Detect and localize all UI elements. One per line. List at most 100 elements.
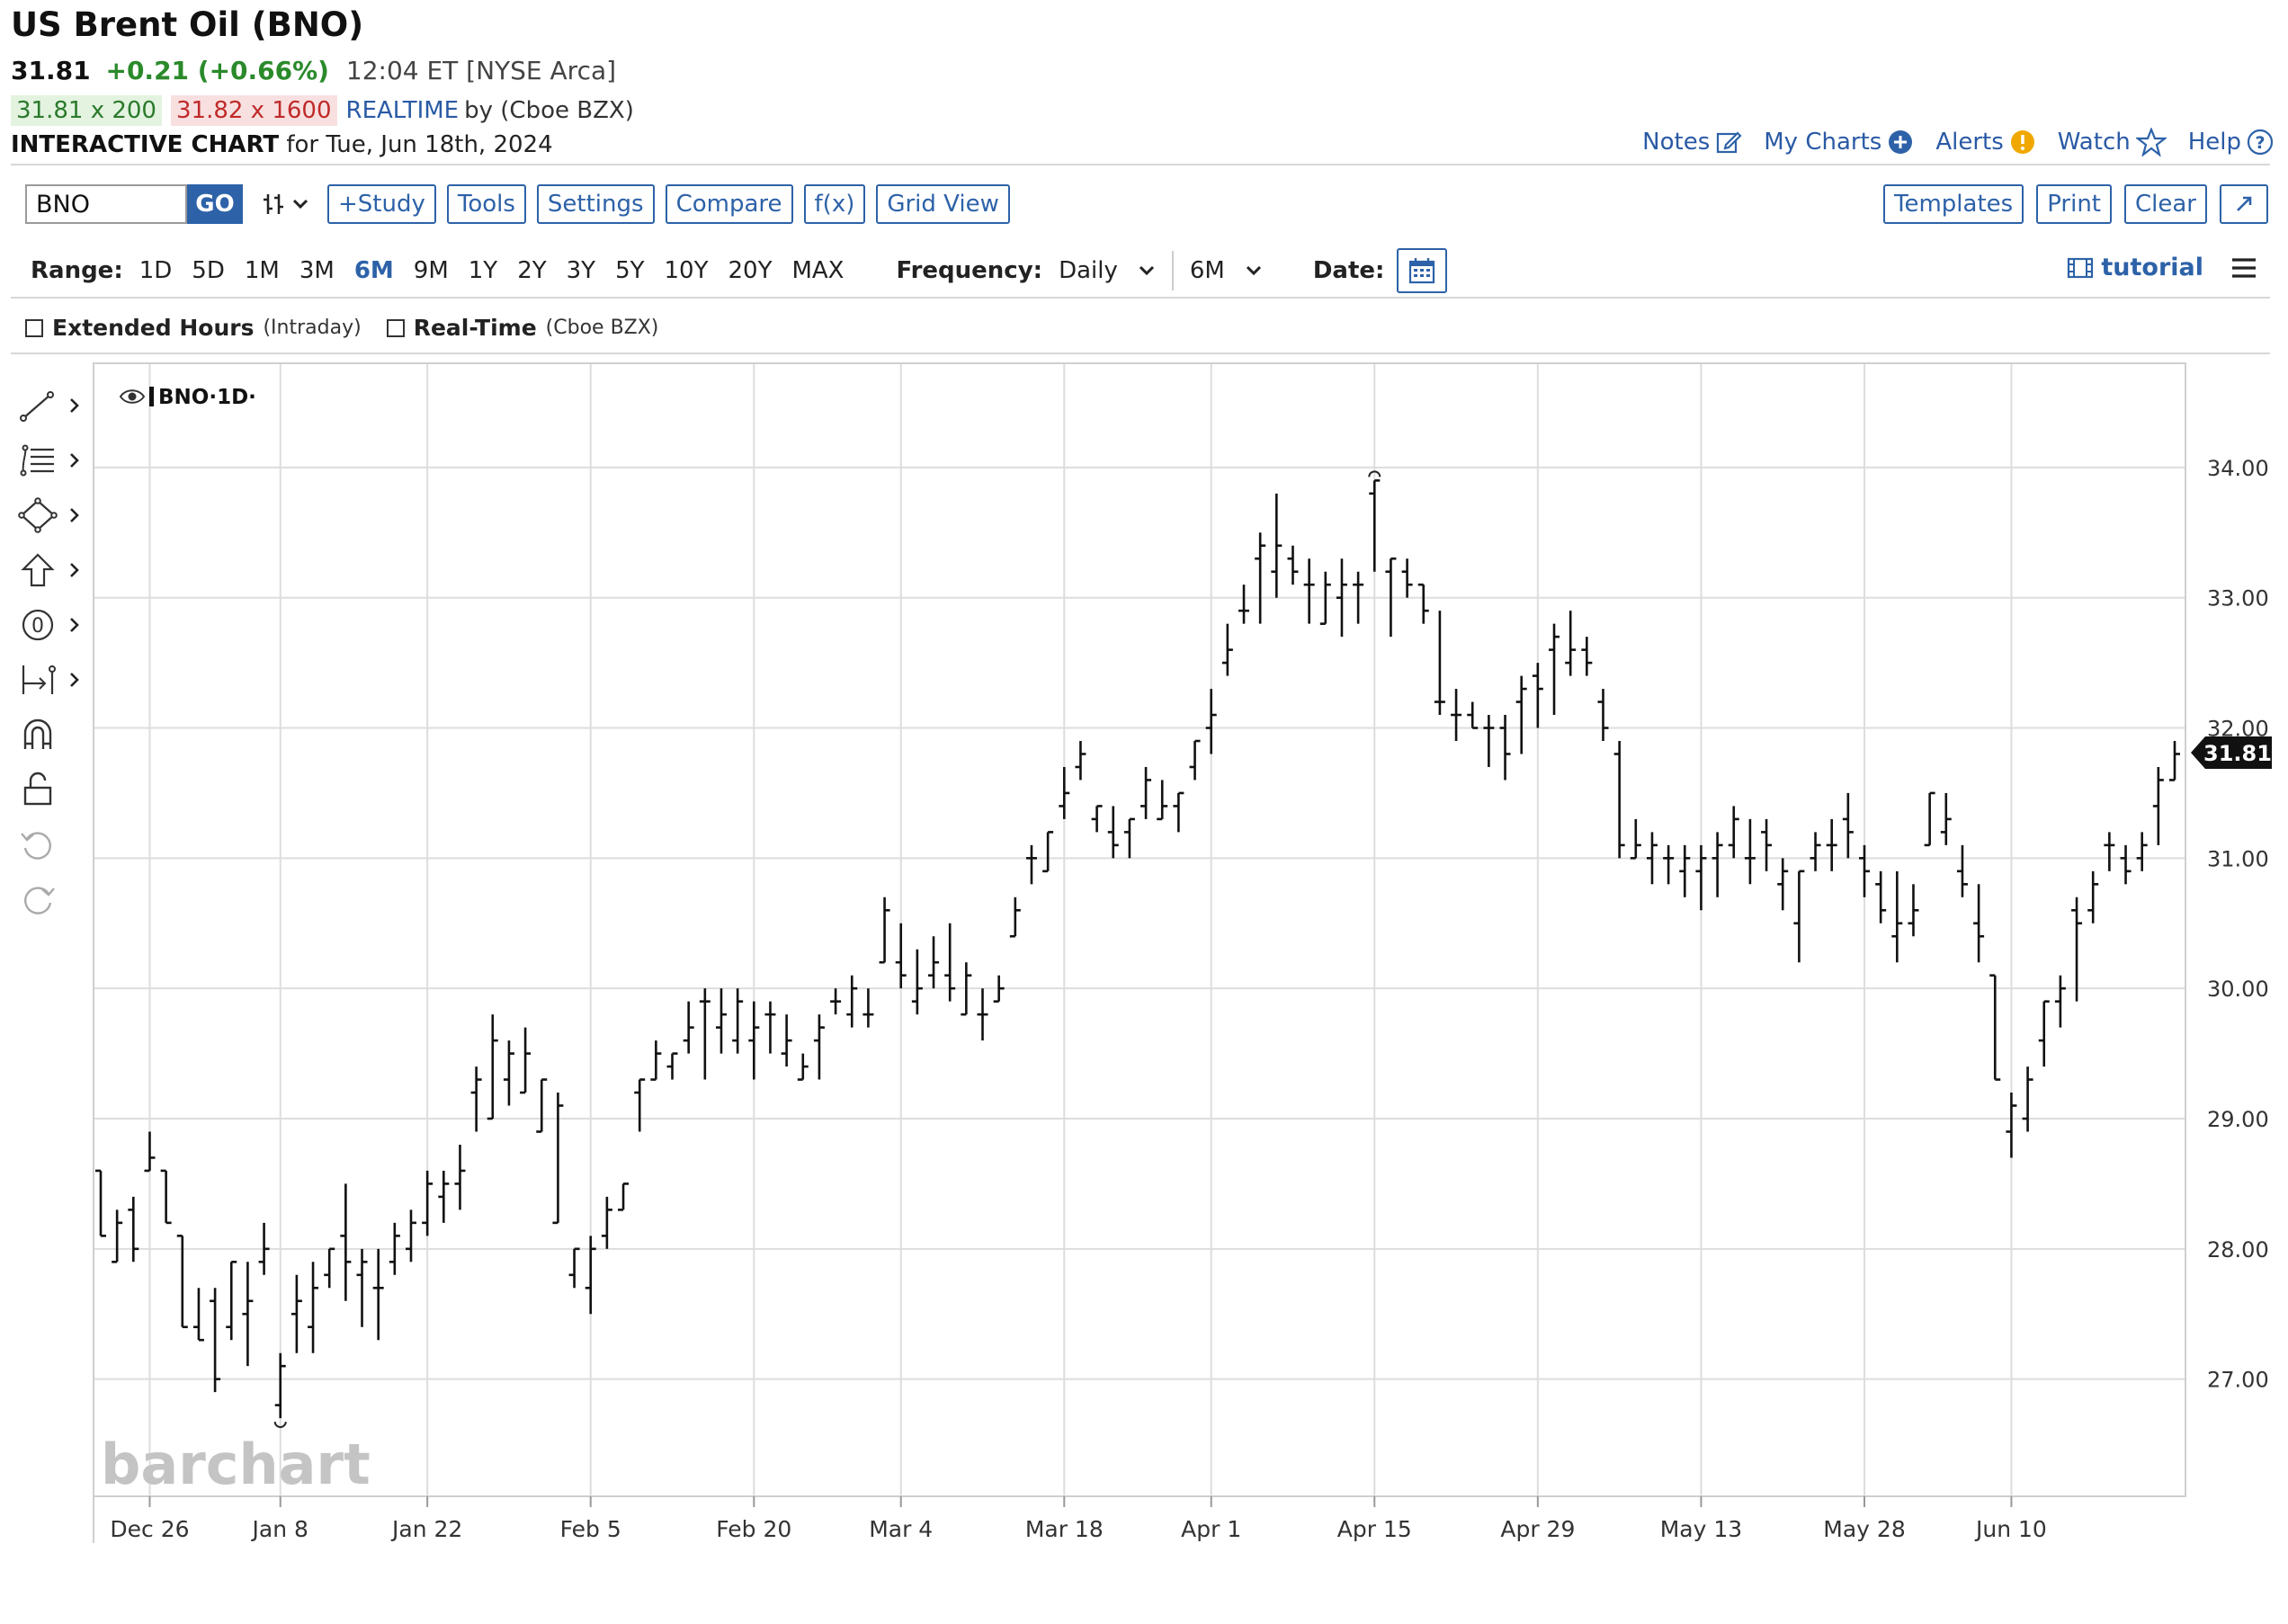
bar-chart-type-icon (264, 194, 283, 214)
ohlc-bar (683, 1001, 694, 1054)
alerts-link[interactable]: Alerts (1935, 128, 2035, 156)
x-tick-label: Apr 1 (1181, 1516, 1241, 1542)
period-select[interactable]: 6M (1190, 257, 1263, 284)
ohlc-bar (1140, 766, 1152, 819)
hamburger-menu-icon[interactable] (2230, 256, 2257, 280)
range-5d[interactable]: 5D (192, 257, 225, 284)
range-9m[interactable]: 9M (413, 257, 449, 284)
star-icon (2135, 128, 2167, 156)
high-marker (1368, 470, 1381, 477)
tutorial-link[interactable]: tutorial (2067, 254, 2203, 281)
ohlc-bar (405, 1209, 416, 1263)
expand-button[interactable] (2220, 184, 2268, 224)
my-charts-link[interactable]: My Charts (1764, 128, 1914, 156)
checkbox[interactable] (386, 318, 405, 337)
range-1y[interactable]: 1Y (468, 257, 498, 284)
ohlc-bar (1956, 844, 1968, 897)
ohlc-bar (1483, 715, 1495, 767)
grid-view-button[interactable]: Grid View (876, 184, 1010, 224)
divider (11, 297, 2270, 299)
help-link[interactable]: Help ? (2188, 128, 2274, 156)
undo-button[interactable] (18, 825, 81, 863)
go-button[interactable]: GO (187, 184, 243, 224)
range-2y[interactable]: 2Y (517, 257, 547, 284)
ohlc-bar (2087, 870, 2099, 924)
range-1d[interactable]: 1D (139, 257, 173, 284)
y-tick-label: 28.00 (2207, 1237, 2269, 1263)
ohlc-bar (372, 1248, 384, 1341)
ohlc-bar (258, 1222, 270, 1275)
ohlc-bar (520, 1027, 532, 1094)
range-max[interactable]: MAX (791, 257, 845, 284)
range-3y[interactable]: 3Y (566, 257, 596, 284)
x-tick-label: Mar 18 (1025, 1516, 1104, 1542)
realtime-link[interactable]: REALTIME (345, 97, 460, 124)
ohlc-bar (192, 1288, 204, 1342)
clear-button[interactable]: Clear (2124, 184, 2207, 224)
ohlc-bar (1401, 558, 1413, 598)
redo-button[interactable] (18, 880, 81, 918)
ohlc-bar (1173, 791, 1184, 833)
trendline-tool[interactable] (18, 387, 81, 424)
ohlc-series (95, 479, 2180, 1419)
ohlc-bar (1369, 479, 1381, 572)
chevron-right-icon (70, 398, 79, 413)
shape-tool[interactable] (18, 496, 81, 534)
range-5y[interactable]: 5Y (615, 257, 645, 284)
ohlc-bar (1319, 571, 1331, 625)
notes-link[interactable]: Notes (1642, 128, 1742, 156)
x-tick-label: May 28 (1823, 1516, 1905, 1542)
settings-button[interactable]: Settings (536, 184, 655, 224)
chevron-down-icon (1139, 265, 1154, 276)
lock-tool[interactable] (18, 771, 81, 808)
arrow-tool[interactable] (18, 551, 81, 589)
ohlc-bar (1973, 884, 1985, 963)
chevron-right-icon (70, 453, 79, 468)
fibonacci-tool[interactable] (18, 442, 81, 479)
symbol-input[interactable] (25, 184, 187, 224)
range-1m[interactable]: 1M (244, 257, 280, 284)
compare-button[interactable]: Compare (665, 184, 793, 224)
x-tick-label: Mar 4 (869, 1516, 933, 1542)
chart-toolbar: GO +Study Tools Settings Compare f(x) Gr… (25, 184, 1010, 224)
ohlc-bar (356, 1248, 368, 1327)
help-icon: ? (2247, 129, 2274, 156)
extended-hours-toggle[interactable]: Extended Hours (Intraday) (25, 315, 362, 341)
expand-icon (2237, 196, 2252, 211)
print-button[interactable]: Print (2036, 184, 2112, 224)
y-tick-label: 30.00 (2207, 977, 2269, 1002)
ohlc-bar (2169, 741, 2180, 781)
watch-link[interactable]: Watch (2058, 128, 2167, 156)
legend[interactable]: BNO·1D· (119, 386, 256, 409)
fx-button[interactable]: f(x) (803, 184, 866, 224)
checkbox[interactable] (25, 318, 43, 337)
ohlc-bar (1908, 884, 1919, 937)
real-time-toggle[interactable]: Real-Time (Cboe BZX) (386, 315, 658, 341)
ohlc-bar (601, 1196, 612, 1249)
ohlc-bar (1663, 844, 1675, 885)
study-button[interactable]: +Study (327, 184, 436, 224)
ohlc-bar (1353, 571, 1364, 624)
ohlc-bar (813, 1014, 825, 1080)
tools-button[interactable]: Tools (446, 184, 526, 224)
measure-tool[interactable] (18, 661, 81, 699)
fibonacci-icon (20, 444, 54, 477)
calendar-icon (1409, 258, 1435, 284)
range-10y[interactable]: 10Y (664, 257, 709, 284)
ohlc-bar (176, 1235, 188, 1329)
ohlc-bar (1059, 766, 1070, 819)
price-chart[interactable]: barchart 27.0028.0029.0030.0031.0032.003… (0, 360, 2288, 1565)
range-3m[interactable]: 3M (299, 257, 335, 284)
date-picker-button[interactable] (1397, 248, 1448, 293)
extreme-markers (273, 470, 1381, 1429)
range-6m[interactable]: 6M (353, 257, 394, 284)
annotation-tool[interactable]: 0 (18, 606, 81, 644)
frequency-label: Frequency: (896, 257, 1043, 284)
magnet-tool[interactable] (18, 716, 81, 754)
chart-type-dropdown[interactable] (261, 191, 309, 218)
ohlc-bar (977, 988, 988, 1041)
ohlc-bar (764, 1001, 776, 1054)
frequency-select[interactable]: Daily (1059, 257, 1156, 284)
templates-button[interactable]: Templates (1883, 184, 2024, 224)
range-20y[interactable]: 20Y (728, 257, 773, 284)
